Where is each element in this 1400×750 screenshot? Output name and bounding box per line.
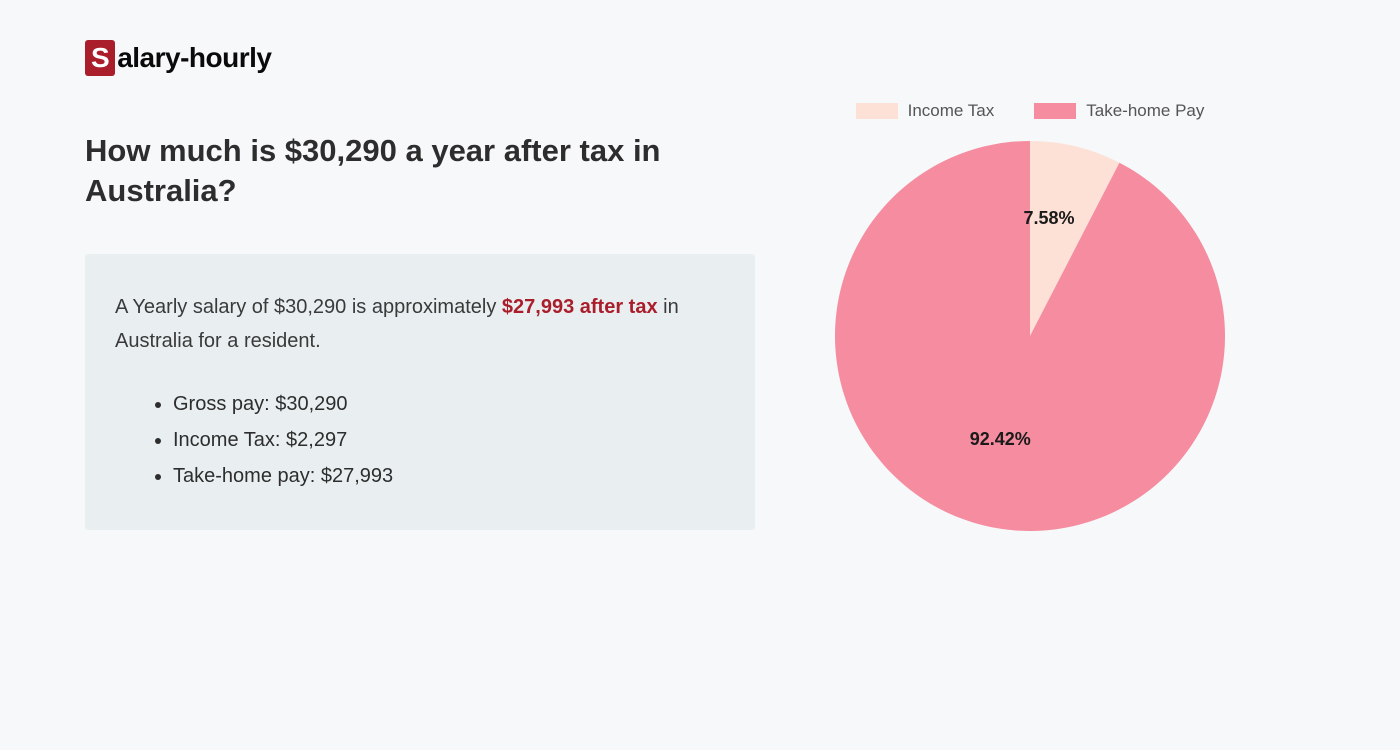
list-item: Gross pay: $30,290 bbox=[173, 386, 725, 422]
legend-label: Income Tax bbox=[908, 101, 995, 121]
summary-box: A Yearly salary of $30,290 is approximat… bbox=[85, 254, 755, 530]
legend-swatch bbox=[856, 103, 898, 119]
summary-sentence: A Yearly salary of $30,290 is approximat… bbox=[115, 290, 725, 358]
slice-label-income-tax: 7.58% bbox=[1024, 208, 1075, 229]
logo-badge: S bbox=[85, 40, 115, 76]
list-item: Take-home pay: $27,993 bbox=[173, 458, 725, 494]
logo-text: alary-hourly bbox=[117, 42, 271, 74]
pie-chart: 7.58% 92.42% bbox=[835, 141, 1225, 531]
summary-list: Gross pay: $30,290 Income Tax: $2,297 Ta… bbox=[115, 386, 725, 494]
summary-highlight: $27,993 after tax bbox=[502, 296, 658, 318]
page-heading: How much is $30,290 a year after tax in … bbox=[85, 131, 755, 212]
left-column: How much is $30,290 a year after tax in … bbox=[85, 131, 755, 530]
legend-item-income-tax: Income Tax bbox=[856, 101, 995, 121]
page-root: Salary-hourly How much is $30,290 a year… bbox=[0, 0, 1400, 571]
site-logo: Salary-hourly bbox=[85, 40, 1315, 76]
chart-column: Income Tax Take-home Pay 7.58% 92.42% bbox=[815, 101, 1245, 531]
list-item: Income Tax: $2,297 bbox=[173, 422, 725, 458]
legend-swatch bbox=[1034, 103, 1076, 119]
pie-svg bbox=[835, 141, 1225, 531]
chart-legend: Income Tax Take-home Pay bbox=[815, 101, 1245, 121]
summary-pre: A Yearly salary of $30,290 is approximat… bbox=[115, 296, 502, 318]
legend-label: Take-home Pay bbox=[1086, 101, 1204, 121]
content-row: How much is $30,290 a year after tax in … bbox=[85, 131, 1315, 531]
legend-item-take-home: Take-home Pay bbox=[1034, 101, 1204, 121]
slice-label-take-home: 92.42% bbox=[970, 429, 1031, 450]
